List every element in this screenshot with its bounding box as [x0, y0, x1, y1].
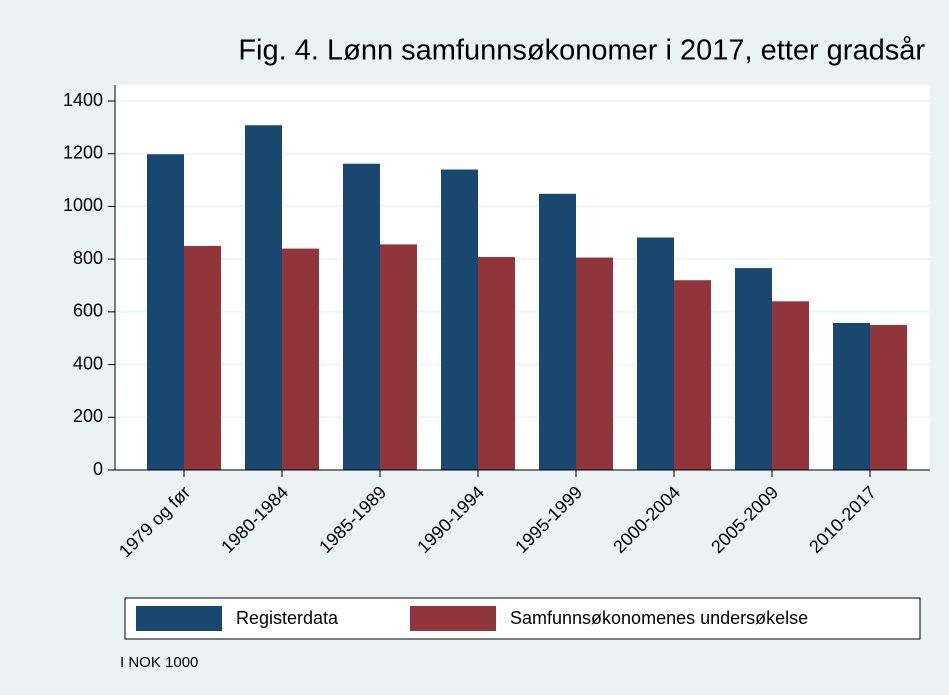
bar	[282, 248, 319, 470]
bar	[245, 125, 282, 471]
bar	[380, 244, 417, 470]
bar	[870, 325, 907, 470]
legend-swatch	[136, 606, 222, 631]
chart-title: Fig. 4. Lønn samfunnsøkonomer i 2017, et…	[238, 35, 925, 67]
bar	[637, 237, 674, 470]
bar	[343, 163, 380, 471]
bar	[833, 322, 870, 470]
bar	[184, 245, 221, 470]
bar	[735, 268, 772, 470]
y-tick-label: 600	[73, 301, 103, 321]
legend-swatch	[410, 606, 496, 631]
y-tick-label: 200	[73, 406, 103, 426]
bar	[772, 301, 809, 470]
bar	[674, 280, 711, 470]
y-tick-label: 1200	[63, 142, 103, 162]
bar	[478, 257, 515, 470]
y-tick-label: 800	[73, 248, 103, 268]
bar	[441, 169, 478, 470]
legend-label: Registerdata	[236, 608, 339, 628]
y-tick-label: 1400	[63, 90, 103, 110]
bar	[147, 154, 184, 470]
y-tick-label: 400	[73, 353, 103, 373]
y-tick-label: 0	[93, 459, 103, 479]
bar	[576, 257, 613, 470]
y-tick-label: 1000	[63, 195, 103, 215]
note: I NOK 1000	[120, 654, 198, 671]
legend	[124, 597, 921, 640]
bar	[539, 193, 576, 470]
legend-label: Samfunnsøkonomenes undersøkelse	[510, 608, 808, 628]
